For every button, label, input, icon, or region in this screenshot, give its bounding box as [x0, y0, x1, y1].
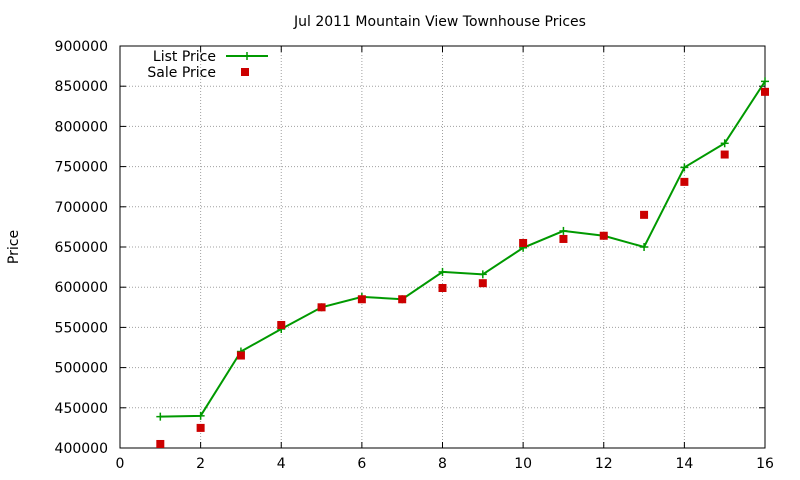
y-tick-label: 450000: [55, 401, 108, 417]
list-price-point: [680, 163, 689, 172]
y-tick-label: 650000: [55, 240, 108, 256]
list-price-point: [156, 412, 165, 421]
y-tick-label: 900000: [55, 39, 108, 55]
y-tick-label: 600000: [55, 280, 108, 296]
list-price-point: [438, 267, 447, 276]
list-price-point: [720, 139, 729, 148]
y-tick-label: 800000: [55, 119, 108, 135]
x-tick-label: 2: [196, 456, 205, 472]
sale-price-point: [640, 210, 649, 219]
sale-price-point: [317, 303, 326, 312]
sale-price-point: [599, 231, 608, 240]
list-price-line: [160, 80, 766, 418]
x-tick-label: 10: [514, 456, 532, 472]
legend-label-sale-price: Sale Price: [147, 65, 216, 81]
x-tick-label: 16: [756, 456, 774, 472]
sale-price-point: [277, 320, 286, 329]
legend-label-list-price: List Price: [153, 49, 216, 65]
legend: List Price Sale Price: [147, 49, 268, 81]
list-price-point: [196, 411, 205, 420]
legend-marker-sale-price: [241, 68, 249, 76]
sale-price-point: [156, 439, 165, 448]
x-tick-label: 0: [116, 456, 125, 472]
y-tick-label: 550000: [55, 320, 108, 336]
x-tick-labels: 0 2 4 6 8 10 12 14 16: [116, 456, 774, 472]
x-tick-label: 14: [675, 456, 693, 472]
sale-price-point: [357, 295, 366, 304]
list-price-point: [640, 243, 649, 251]
sale-price-point: [196, 423, 205, 432]
grid-layer: [120, 46, 765, 448]
x-tick-label: 6: [357, 456, 366, 472]
sale-price-point: [559, 234, 568, 243]
y-axis-label: Price: [6, 230, 22, 264]
x-tick-label: 12: [595, 456, 613, 472]
series-layer: [156, 77, 769, 448]
list-price-point: [761, 77, 769, 86]
sale-price-point: [478, 279, 487, 288]
y-tick-label: 750000: [55, 160, 108, 176]
sale-price-point: [720, 150, 729, 159]
sale-price-point: [398, 295, 407, 304]
x-tick-label: 4: [277, 456, 286, 472]
y-tick-label: 700000: [55, 200, 108, 216]
sale-price-point: [519, 238, 528, 247]
sale-price-point: [761, 87, 769, 96]
chart-title: Jul 2011 Mountain View Townhouse Prices: [293, 14, 586, 30]
list-price-point: [559, 226, 568, 235]
tick-layer: [119, 45, 766, 449]
legend-cross-list-price: [243, 52, 251, 60]
y-tick-labels: 400000 450000 500000 550000 600000 650000 7000…: [55, 39, 108, 457]
sale-price-point: [438, 284, 447, 293]
y-tick-label: 500000: [55, 361, 108, 377]
x-tick-label: 8: [438, 456, 447, 472]
y-tick-label: 400000: [55, 441, 108, 457]
sale-price-point: [680, 177, 689, 186]
sale-price-point: [236, 351, 245, 360]
list-price-point: [478, 270, 487, 279]
y-tick-label: 850000: [55, 79, 108, 95]
